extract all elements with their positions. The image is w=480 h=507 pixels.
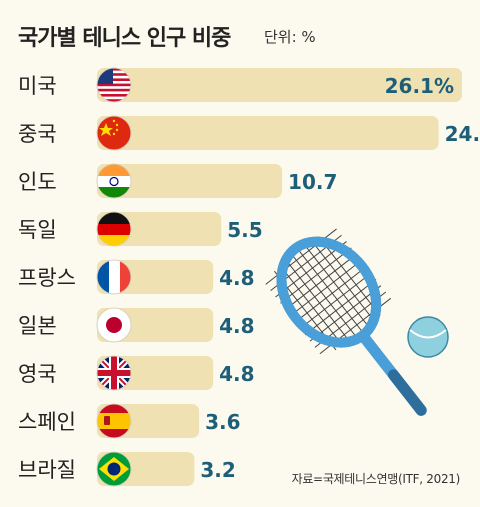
category-label: 인도 — [18, 170, 57, 194]
category-label: 영국 — [18, 362, 57, 386]
category-label: 독일 — [18, 218, 57, 242]
value-label: 3.2 — [200, 458, 235, 482]
category-label: 브라질 — [18, 458, 76, 482]
france-flag-icon — [96, 259, 132, 295]
germany-flag-icon — [96, 211, 132, 247]
value-label: 4.8 — [219, 266, 254, 290]
category-label: 스페인 — [18, 410, 76, 434]
uk-flag-icon — [96, 355, 132, 391]
india-flag-icon — [96, 163, 132, 199]
value-label: 26.1% — [385, 74, 454, 98]
chart-title: 국가별 테니스 인구 비중 — [18, 26, 231, 51]
bar — [97, 164, 283, 198]
bar — [97, 116, 439, 150]
value-label: 4.8 — [219, 362, 254, 386]
japan-flag-icon — [96, 307, 132, 343]
tennis-ball-icon — [407, 316, 449, 358]
value-label: 24.1 — [445, 122, 480, 146]
source-note: 자료=국제테니스연맹(ITF, 2021) — [291, 472, 461, 486]
category-label: 프랑스 — [18, 266, 76, 290]
brazil-flag-icon — [96, 451, 132, 487]
value-label: 10.7 — [288, 170, 337, 194]
spain-flag-icon — [96, 403, 132, 439]
tennis-racket-icon — [265, 228, 427, 416]
usa-flag-icon — [96, 67, 132, 103]
value-label: 3.6 — [205, 410, 240, 434]
bar — [97, 68, 462, 102]
category-label: 미국 — [18, 74, 57, 98]
category-label: 중국 — [18, 122, 57, 146]
unit-note: 단위: % — [264, 28, 316, 46]
value-label: 4.8 — [219, 314, 254, 338]
value-label: 5.5 — [227, 218, 262, 242]
category-label: 일본 — [18, 314, 57, 338]
china-flag-icon — [96, 115, 132, 151]
